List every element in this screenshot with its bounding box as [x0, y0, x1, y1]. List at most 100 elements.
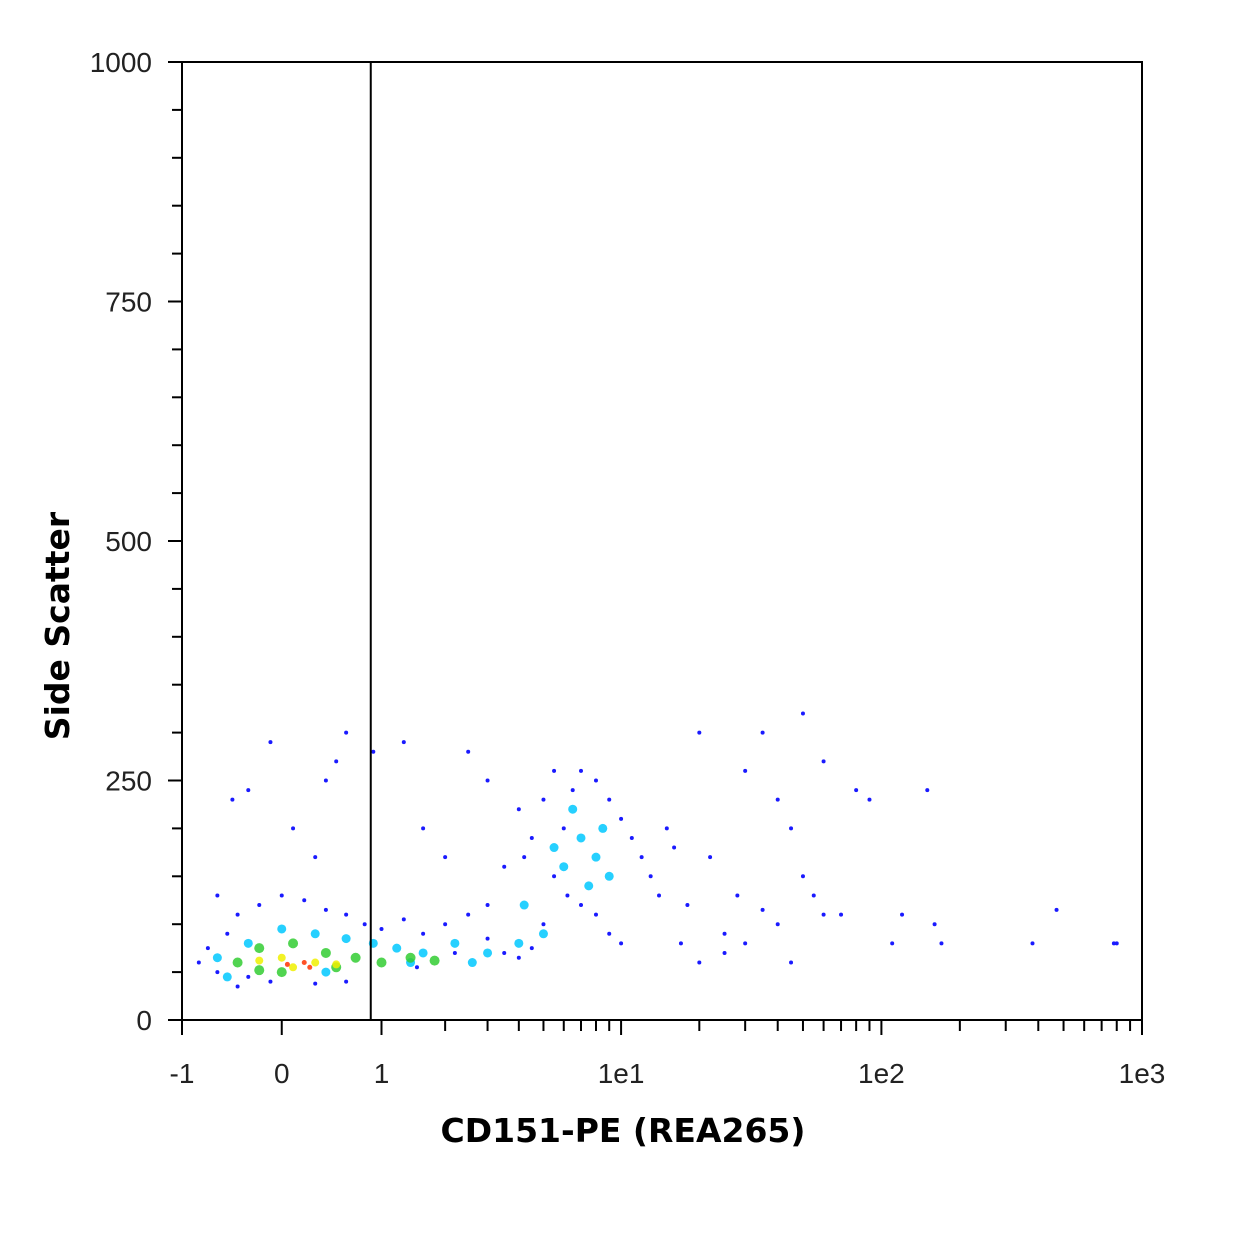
data-point: [760, 907, 765, 912]
data-point: [1114, 941, 1119, 946]
data-point: [268, 740, 273, 745]
data-point: [607, 931, 612, 936]
data-point: [932, 922, 937, 927]
data-point: [743, 768, 748, 773]
plot-frame: [181, 61, 1143, 1021]
data-point: [483, 948, 493, 958]
data-point: [522, 855, 527, 860]
data-point: [900, 912, 905, 917]
data-point: [350, 952, 361, 963]
data-point: [516, 807, 521, 812]
data-point: [939, 941, 944, 946]
data-point: [254, 943, 265, 954]
data-point: [568, 804, 578, 814]
data-point: [212, 953, 222, 963]
data-point: [313, 855, 318, 860]
data-point: [321, 967, 331, 977]
data-point: [334, 759, 339, 764]
y-tick-label: 500: [105, 526, 152, 557]
data-point: [466, 749, 471, 754]
data-point: [502, 864, 507, 869]
data-point: [401, 740, 406, 745]
data-point: [552, 768, 557, 773]
data-point: [708, 855, 713, 860]
data-point: [1030, 941, 1035, 946]
data-point: [619, 816, 624, 821]
data-point: [570, 788, 575, 793]
data-point: [821, 759, 826, 764]
y-tick-label: 750: [105, 287, 152, 318]
data-point: [541, 922, 546, 927]
data-point: [538, 929, 548, 939]
data-point: [332, 960, 341, 969]
data-point: [800, 711, 805, 716]
data-point: [672, 845, 677, 850]
data-point: [230, 797, 235, 802]
data-point: [552, 874, 557, 879]
data-point: [789, 960, 794, 965]
data-point: [467, 958, 477, 968]
data-point: [743, 941, 748, 946]
data-point: [344, 979, 349, 984]
data-point: [925, 788, 930, 793]
data-point: [268, 979, 273, 984]
data-point: [215, 970, 220, 975]
data-point: [579, 903, 584, 908]
data-point: [222, 972, 232, 982]
data-point: [697, 960, 702, 965]
data-point: [821, 912, 826, 917]
data-point: [775, 922, 780, 927]
data-point: [529, 946, 534, 951]
x-tick-label: 1e1: [598, 1058, 645, 1089]
data-point: [205, 946, 210, 951]
x-tick-label: 0: [274, 1058, 290, 1089]
data-point: [811, 893, 816, 898]
data-point: [307, 964, 313, 970]
data-point: [685, 903, 690, 908]
data-point: [429, 955, 440, 966]
data-point: [664, 826, 669, 831]
data-point: [485, 903, 490, 908]
data-point: [629, 835, 634, 840]
x-tick-label: 1e2: [858, 1058, 905, 1089]
data-point: [246, 974, 251, 979]
data-point: [1111, 941, 1116, 946]
data-point: [302, 898, 307, 903]
data-point: [341, 934, 351, 944]
data-point: [519, 900, 529, 910]
data-point: [678, 941, 683, 946]
data-point: [604, 871, 614, 881]
data-point: [593, 778, 598, 783]
data-point: [277, 924, 287, 934]
data-point: [516, 955, 521, 960]
data-point: [421, 931, 426, 936]
data-point: [514, 938, 524, 948]
data-point: [344, 912, 349, 917]
data-point: [313, 981, 318, 986]
data-point: [379, 926, 384, 931]
data-point: [311, 958, 320, 967]
data-point: [418, 948, 428, 958]
data-point: [371, 749, 376, 754]
data-point: [310, 929, 320, 939]
y-axis-title: Side Scatter: [38, 511, 77, 740]
data-point: [657, 893, 662, 898]
data-point: [559, 862, 569, 872]
y-tick-label: 250: [105, 766, 152, 797]
data-point: [598, 823, 608, 833]
data-point: [225, 931, 230, 936]
data-point: [405, 952, 416, 963]
data-point: [775, 797, 780, 802]
data-point: [376, 957, 387, 968]
data-point: [450, 938, 460, 948]
data-point: [254, 965, 265, 976]
data-point: [196, 960, 201, 965]
data-point: [289, 963, 298, 972]
data-point: [232, 957, 243, 968]
data-point: [392, 943, 402, 953]
data-point: [576, 833, 586, 843]
data-point: [1054, 907, 1059, 912]
data-point: [235, 984, 240, 989]
data-point: [291, 826, 296, 831]
data-point: [584, 881, 594, 891]
